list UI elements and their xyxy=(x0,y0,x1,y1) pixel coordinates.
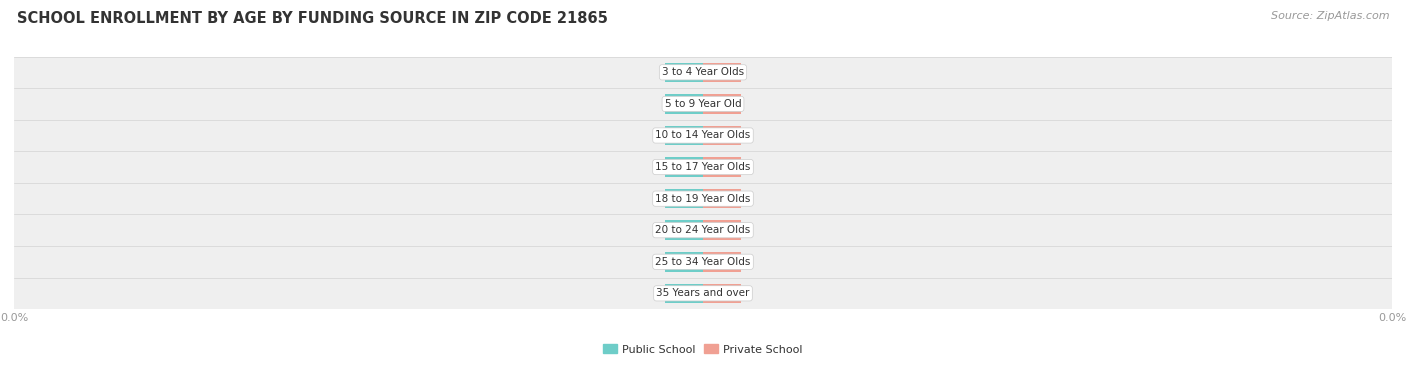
Text: 0.0%: 0.0% xyxy=(671,194,697,204)
Bar xyxy=(703,252,741,271)
Text: 0.0%: 0.0% xyxy=(709,99,735,109)
Bar xyxy=(703,94,741,114)
Text: 18 to 19 Year Olds: 18 to 19 Year Olds xyxy=(655,194,751,204)
Text: Source: ZipAtlas.com: Source: ZipAtlas.com xyxy=(1271,11,1389,21)
Text: 0.0%: 0.0% xyxy=(671,67,697,77)
Bar xyxy=(703,189,741,208)
Text: 25 to 34 Year Olds: 25 to 34 Year Olds xyxy=(655,257,751,267)
Text: 5 to 9 Year Old: 5 to 9 Year Old xyxy=(665,99,741,109)
Text: 0.0%: 0.0% xyxy=(709,225,735,235)
Text: SCHOOL ENROLLMENT BY AGE BY FUNDING SOURCE IN ZIP CODE 21865: SCHOOL ENROLLMENT BY AGE BY FUNDING SOUR… xyxy=(17,11,607,26)
Bar xyxy=(14,151,1392,183)
Text: 0.0%: 0.0% xyxy=(671,225,697,235)
Bar xyxy=(665,94,703,114)
Text: 0.0%: 0.0% xyxy=(709,162,735,172)
Bar xyxy=(14,246,1392,277)
Text: 0.0%: 0.0% xyxy=(671,99,697,109)
Text: 3 to 4 Year Olds: 3 to 4 Year Olds xyxy=(662,67,744,77)
Bar xyxy=(665,157,703,177)
Text: 0.0%: 0.0% xyxy=(671,257,697,267)
Text: 35 Years and over: 35 Years and over xyxy=(657,288,749,298)
Text: 0.0%: 0.0% xyxy=(709,257,735,267)
Text: 0.0%: 0.0% xyxy=(671,288,697,298)
Bar xyxy=(665,284,703,303)
Bar xyxy=(14,120,1392,151)
Text: 0.0%: 0.0% xyxy=(709,288,735,298)
Bar xyxy=(665,252,703,271)
Bar xyxy=(703,63,741,82)
Bar xyxy=(665,221,703,240)
Text: 20 to 24 Year Olds: 20 to 24 Year Olds xyxy=(655,225,751,235)
Bar xyxy=(14,88,1392,120)
Text: 15 to 17 Year Olds: 15 to 17 Year Olds xyxy=(655,162,751,172)
Text: 0.0%: 0.0% xyxy=(709,67,735,77)
Text: 0.0%: 0.0% xyxy=(671,162,697,172)
Bar xyxy=(703,157,741,177)
Bar xyxy=(14,277,1392,309)
Bar xyxy=(14,183,1392,215)
Bar xyxy=(14,57,1392,88)
Legend: Public School, Private School: Public School, Private School xyxy=(599,340,807,359)
Text: 0.0%: 0.0% xyxy=(709,130,735,141)
Bar xyxy=(703,126,741,145)
Bar xyxy=(665,126,703,145)
Bar xyxy=(703,284,741,303)
Text: 0.0%: 0.0% xyxy=(671,130,697,141)
Text: 0.0%: 0.0% xyxy=(709,194,735,204)
Text: 10 to 14 Year Olds: 10 to 14 Year Olds xyxy=(655,130,751,141)
Bar xyxy=(703,221,741,240)
Bar xyxy=(14,215,1392,246)
Bar xyxy=(665,63,703,82)
Bar xyxy=(665,189,703,208)
